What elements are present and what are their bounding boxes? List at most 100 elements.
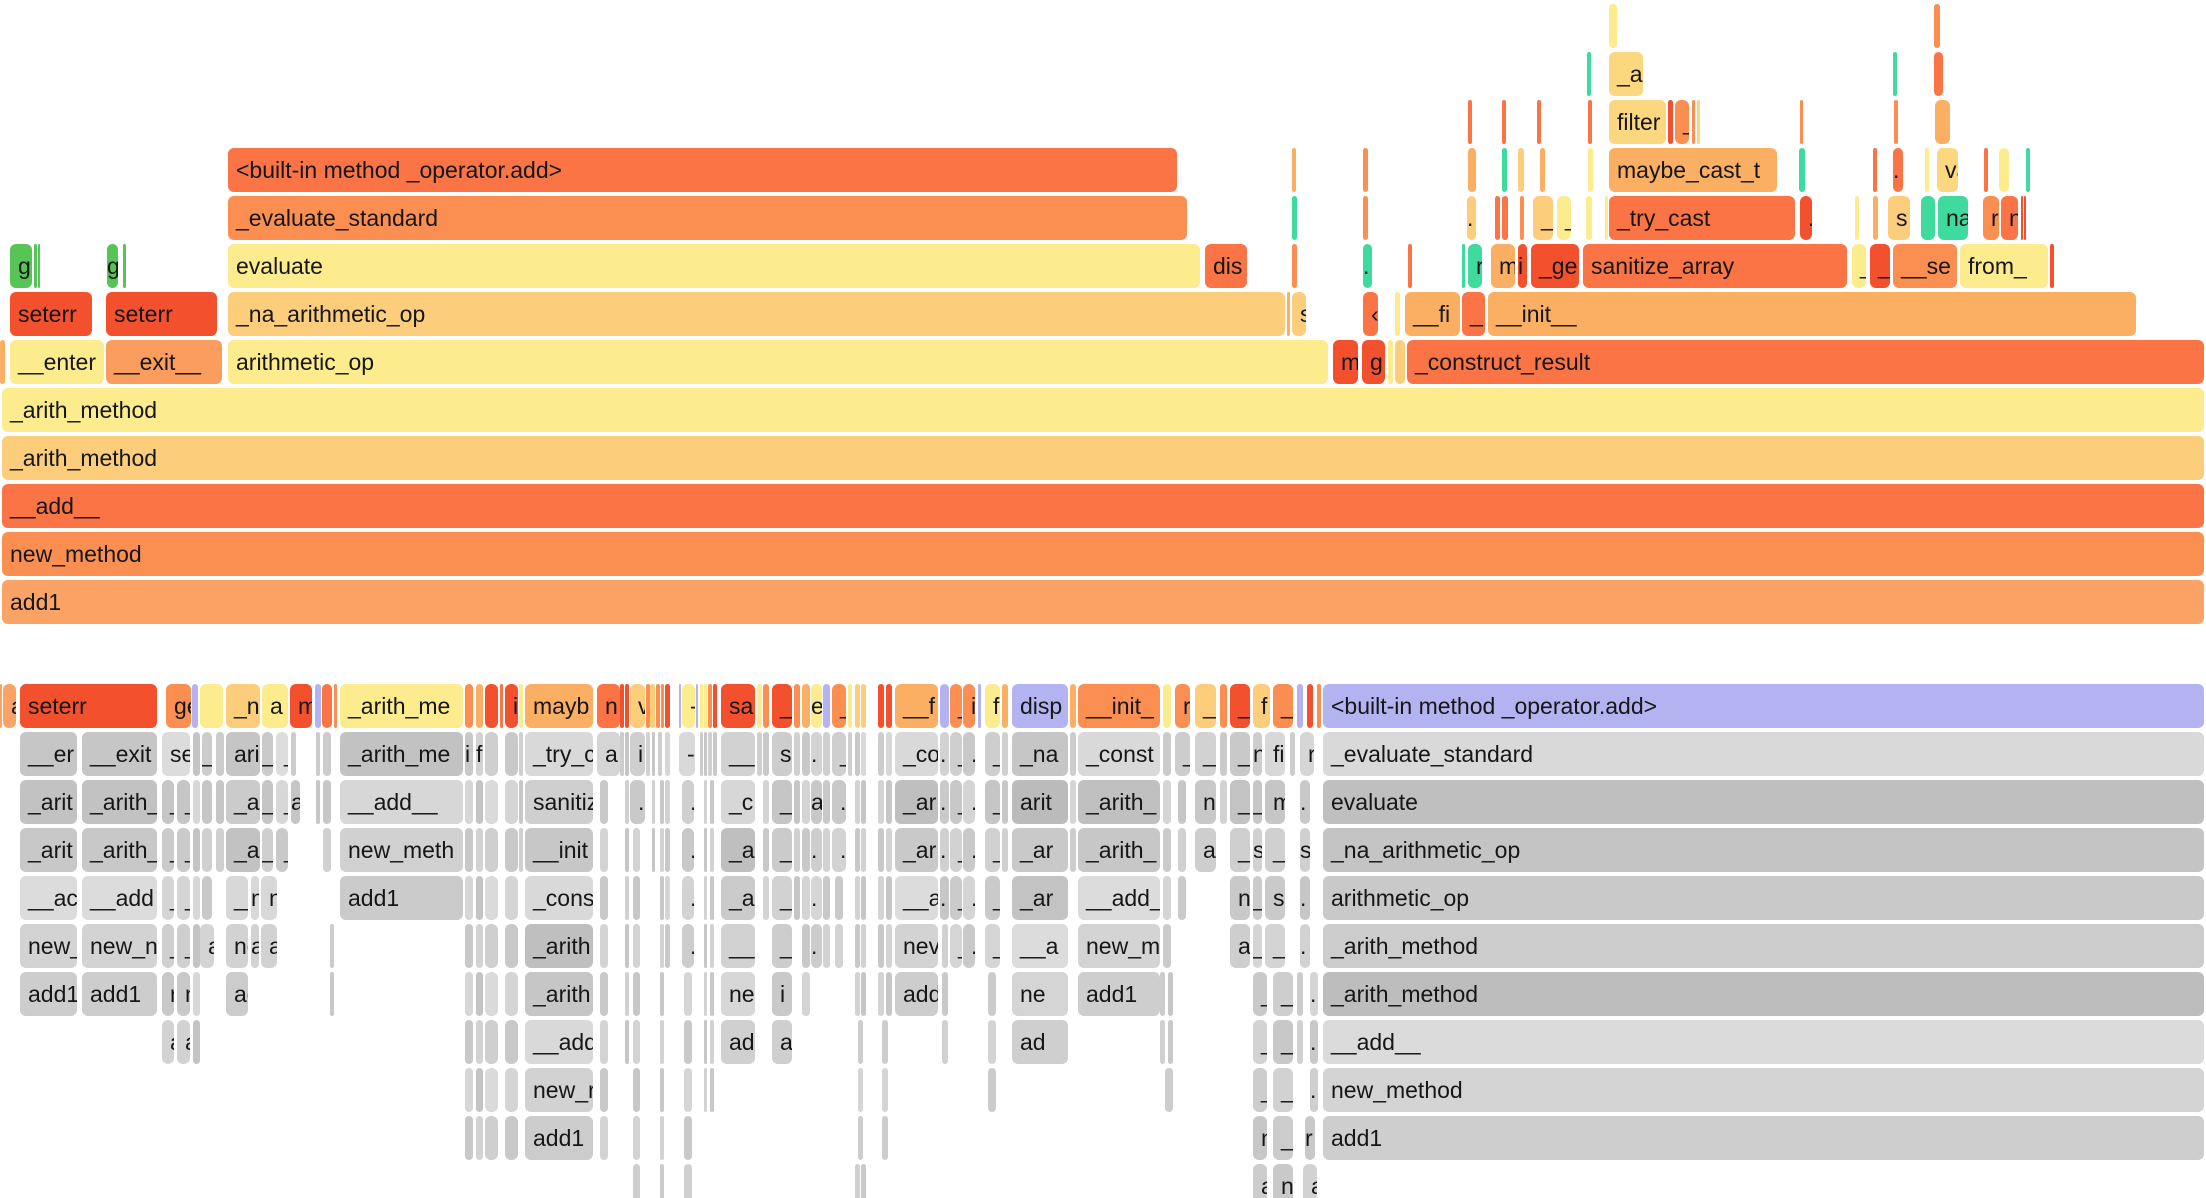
caller-frame-n[interactable]: n	[251, 876, 259, 920]
caller-frame-new_r[interactable]: new_r	[525, 1068, 593, 1112]
caller-frame-_[interactable]: _	[772, 684, 792, 728]
caller-frame-new_meth[interactable]: new_meth	[340, 828, 463, 872]
caller-frame-__ac[interactable]: __ac	[20, 876, 77, 920]
caller-frame-sliver[interactable]	[1002, 732, 1008, 776]
caller-frame-_[interactable]: _	[1265, 828, 1285, 872]
caller-frame-sliver[interactable]	[713, 732, 717, 776]
caller-frame-__er[interactable]: __er	[20, 732, 77, 776]
flame-frame-sliver[interactable]	[1388, 340, 1393, 384]
caller-frame-_[interactable]: _	[1253, 780, 1262, 824]
flame-frame-[interactable]: .	[1467, 196, 1476, 240]
caller-frame-sliver[interactable]	[600, 972, 608, 1016]
caller-frame-sliver[interactable]	[476, 924, 483, 968]
caller-frame-_arith_method[interactable]: _arith_method	[1323, 924, 2204, 968]
caller-frame-sliver[interactable]	[684, 972, 692, 1016]
caller-frame-sliver[interactable]	[660, 876, 664, 920]
caller-frame-sliver[interactable]	[519, 780, 523, 824]
caller-frame-sliver[interactable]	[1163, 924, 1171, 968]
flame-frame-na[interactable]: na	[1938, 196, 1968, 240]
flame-frame-sliver[interactable]	[1462, 244, 1465, 288]
flame-frame-s[interactable]: s	[1292, 292, 1306, 336]
caller-frame-__add_[interactable]: __add_	[1078, 876, 1160, 920]
caller-frame-[interactable]: .	[940, 828, 949, 872]
caller-frame-_a[interactable]: _a	[276, 732, 288, 776]
caller-frame-sliver[interactable]	[620, 732, 624, 776]
caller-frame-f[interactable]: f	[1253, 684, 1270, 728]
caller-frame-_[interactable]: _	[177, 924, 190, 968]
caller-frame-sliver[interactable]	[476, 780, 483, 824]
flame-frame-sliver[interactable]	[1502, 148, 1507, 192]
caller-frame-n[interactable]: n	[597, 684, 620, 728]
flame-frame-_arith_method[interactable]: _arith_method	[2, 388, 2204, 432]
caller-frame-sliver[interactable]	[848, 684, 852, 728]
caller-frame-sliver[interactable]	[704, 684, 707, 728]
caller-frame-_arith_[interactable]: _arith_	[1078, 780, 1160, 824]
flame-frame-n[interactable]: n	[2001, 196, 2018, 240]
caller-frame-sliver[interactable]	[1163, 876, 1171, 920]
flame-frame-r[interactable]: r	[1983, 196, 1999, 240]
caller-frame-[interactable]: .	[963, 924, 975, 968]
caller-frame-sliver[interactable]	[802, 684, 810, 728]
caller-frame-arithmetic_op[interactable]: arithmetic_op	[1323, 876, 2204, 920]
caller-frame-sliver[interactable]	[1163, 732, 1171, 776]
caller-frame-sliver[interactable]	[1070, 780, 1076, 824]
caller-frame-sliver[interactable]	[710, 924, 714, 968]
flame-frame-sliver[interactable]	[1605, 196, 1608, 240]
caller-frame-sliver[interactable]	[476, 828, 483, 872]
caller-frame-sliver[interactable]	[316, 780, 320, 824]
caller-frame-_n[interactable]: _n	[226, 684, 260, 728]
caller-frame-_[interactable]: _	[202, 732, 212, 776]
caller-frame-sliver[interactable]	[465, 972, 473, 1016]
caller-frame-ne[interactable]: ne	[226, 924, 248, 968]
caller-frame-sliver[interactable]	[710, 780, 714, 824]
caller-frame-_[interactable]: _	[1253, 924, 1262, 968]
caller-frame-sliver[interactable]	[476, 684, 483, 728]
caller-frame-sliver[interactable]	[942, 972, 948, 1016]
caller-frame-__[interactable]: __	[772, 924, 792, 968]
flame-frame-__enter[interactable]: __enter	[10, 340, 104, 384]
caller-frame-_[interactable]: _	[772, 780, 792, 824]
caller-frame-n[interactable]: n	[1273, 1164, 1293, 1198]
caller-frame-sliver[interactable]	[942, 1020, 948, 1064]
caller-frame-sliver[interactable]	[861, 732, 866, 776]
caller-frame-sliver[interactable]	[625, 972, 629, 1016]
caller-frame-_[interactable]: _	[1175, 732, 1190, 776]
caller-frame-sliver[interactable]	[710, 828, 714, 872]
caller-frame-sliver[interactable]	[505, 732, 518, 776]
flame-frame-r[interactable]: r	[1468, 244, 1482, 288]
caller-frame-seterr[interactable]: seterr	[20, 684, 157, 728]
caller-frame-sliver[interactable]	[193, 876, 200, 920]
flame-frame-sliver[interactable]	[1893, 52, 1897, 96]
flame-frame-sliver[interactable]	[1292, 196, 1297, 240]
caller-frame-sliver[interactable]	[823, 924, 830, 968]
caller-frame-sliver[interactable]	[633, 876, 640, 920]
caller-frame-sliver[interactable]	[794, 780, 800, 824]
caller-frame-_a[interactable]: _a	[721, 876, 755, 920]
caller-frame-sliver[interactable]	[633, 1164, 640, 1198]
caller-frame-_[interactable]: _	[985, 732, 1000, 776]
caller-frame-n[interactable]: n	[1195, 780, 1216, 824]
flame-frame-sliver[interactable]	[1873, 148, 1877, 192]
caller-frame-[interactable]: .	[811, 732, 822, 776]
caller-frame-[interactable]: .	[940, 876, 949, 920]
flame-frame-_a[interactable]: _a	[1609, 52, 1643, 96]
caller-frame-__add__[interactable]: __add__	[340, 780, 463, 824]
flame-frame-sliver[interactable]	[1894, 100, 1898, 144]
caller-frame-sliver[interactable]	[485, 732, 498, 776]
caller-frame-sliver[interactable]	[600, 924, 608, 968]
caller-frame-sliver[interactable]	[646, 684, 650, 728]
caller-frame-sliver[interactable]	[763, 780, 769, 824]
flame-frame-[interactable]: ‹	[1363, 292, 1378, 336]
caller-frame-sliver[interactable]	[861, 684, 866, 728]
caller-frame-sliver[interactable]	[763, 732, 769, 776]
caller-frame-sliver[interactable]	[665, 876, 670, 920]
caller-frame-sliver[interactable]	[600, 1116, 608, 1160]
caller-frame-ac[interactable]: ac	[261, 924, 277, 968]
caller-frame-sliver[interactable]	[704, 780, 707, 824]
flame-frame-evaluate[interactable]: evaluate	[228, 244, 1200, 288]
caller-frame-sliver[interactable]	[633, 1020, 640, 1064]
caller-frame-[interactable]: .	[682, 876, 694, 920]
caller-frame-sliver[interactable]	[600, 780, 608, 824]
caller-frame-sliver[interactable]	[763, 684, 769, 728]
caller-frame-__[interactable]: __	[226, 876, 248, 920]
